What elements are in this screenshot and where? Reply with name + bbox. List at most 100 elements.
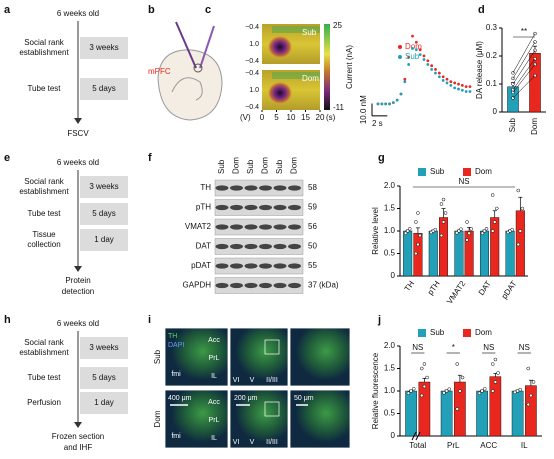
protein-label: VMAT2 xyxy=(185,222,212,231)
condition-label: Sub xyxy=(153,349,162,364)
trace-point xyxy=(403,77,407,81)
y-tick-label: 0 xyxy=(391,431,396,440)
y-tick-label: 0 xyxy=(493,107,498,116)
data-point xyxy=(406,391,411,395)
trace-point xyxy=(453,86,457,90)
data-point xyxy=(441,220,446,224)
data-point xyxy=(469,227,473,231)
bar xyxy=(505,230,515,277)
step-duration: 5 days xyxy=(92,84,116,93)
data-point xyxy=(422,384,427,389)
protein-label: DAT xyxy=(196,242,212,251)
timeline-end: Protein xyxy=(65,276,90,285)
paired-line xyxy=(512,41,536,79)
region-label: Acc xyxy=(208,337,220,344)
trace-point xyxy=(418,48,422,52)
step-duration: 3 weeks xyxy=(89,43,118,52)
micrograph xyxy=(289,389,351,449)
step-duration: 3 weeks xyxy=(89,343,118,352)
trace-point xyxy=(422,58,426,61)
step-label: Tube test xyxy=(27,373,61,382)
trace-point xyxy=(468,90,472,93)
y-tick-label: 2.0 xyxy=(384,181,396,190)
step-duration: 5 days xyxy=(92,373,116,382)
data-point xyxy=(493,380,498,384)
protein-label: TH xyxy=(200,183,211,192)
data-point xyxy=(407,227,412,231)
protein-label: pTH xyxy=(196,203,211,212)
bar xyxy=(511,390,524,437)
data-point xyxy=(405,229,410,233)
trace-point xyxy=(445,77,449,81)
y-tick-label: 0.5 xyxy=(384,249,396,258)
y-tick-label: 0.5 xyxy=(384,409,396,418)
y-tick-label: 0 xyxy=(391,271,396,280)
panel-label: g xyxy=(378,152,385,164)
step-label: Tube test xyxy=(27,84,61,93)
blot-band xyxy=(244,204,258,211)
data-point xyxy=(441,197,446,202)
heatmap-blob xyxy=(267,35,293,59)
step-label: Social rank xyxy=(24,338,65,347)
lane-label: Sub xyxy=(275,159,284,174)
data-point xyxy=(510,227,514,232)
panel-label: f xyxy=(148,152,152,164)
kda-label: 58 xyxy=(308,183,317,192)
data-point xyxy=(490,389,495,393)
x-tick-label: TH xyxy=(403,279,417,293)
micrograph xyxy=(164,389,229,449)
micrograph xyxy=(229,389,289,449)
layer-label: II/III xyxy=(266,377,278,384)
annotation: NS xyxy=(458,177,469,186)
kda-label: 55 xyxy=(308,261,317,270)
duration-box xyxy=(80,367,128,389)
annotation: NS xyxy=(483,343,494,352)
data-point xyxy=(439,233,444,238)
blot-band xyxy=(288,224,301,230)
voltage-label: 1.0 xyxy=(249,87,259,94)
timeline-start: 6 weeks old xyxy=(57,9,99,18)
blot-band xyxy=(244,282,258,289)
step-label: collection xyxy=(27,240,60,249)
data-point xyxy=(480,389,484,393)
annotation: * xyxy=(452,343,455,352)
timeline-start: 6 weeks old xyxy=(57,158,99,167)
legend-label: Dom xyxy=(475,328,492,337)
bar xyxy=(489,376,502,437)
voltage-label: −0.4 xyxy=(245,104,259,111)
timeline-arrow xyxy=(74,118,82,124)
data-point xyxy=(459,227,463,231)
lane-label: Dom xyxy=(232,157,241,174)
data-point xyxy=(412,387,416,391)
colorbar-label: Current (nA) xyxy=(345,45,354,89)
y-tick-label: 0.2 xyxy=(486,51,498,60)
step-label: establishment xyxy=(19,187,69,196)
protein-label: GAPDH xyxy=(183,281,212,290)
blot-band xyxy=(215,263,229,269)
trace-point xyxy=(434,71,437,75)
blot-band xyxy=(244,243,258,250)
data-point xyxy=(422,362,427,366)
legend-label: Dom xyxy=(405,42,422,51)
data-point xyxy=(529,393,533,398)
data-point xyxy=(526,402,530,407)
step-label: Tube test xyxy=(27,209,61,218)
trace-point xyxy=(407,55,411,59)
scale-label: 200 μm xyxy=(234,395,258,402)
data-point xyxy=(516,188,521,193)
data-point xyxy=(419,393,424,398)
trace-point xyxy=(453,81,457,85)
x-tick-label: pTH xyxy=(426,279,442,297)
blot-band xyxy=(273,263,287,269)
data-point xyxy=(520,206,525,211)
blot-band xyxy=(259,243,272,250)
data-point xyxy=(425,375,429,380)
y-axis-label: Relative level xyxy=(371,207,380,255)
region-label: fmi xyxy=(171,371,181,378)
blot-band xyxy=(288,204,301,211)
data-point xyxy=(492,220,497,224)
trace-point xyxy=(399,92,403,96)
blot-band xyxy=(273,224,287,230)
trace-point xyxy=(460,83,464,87)
